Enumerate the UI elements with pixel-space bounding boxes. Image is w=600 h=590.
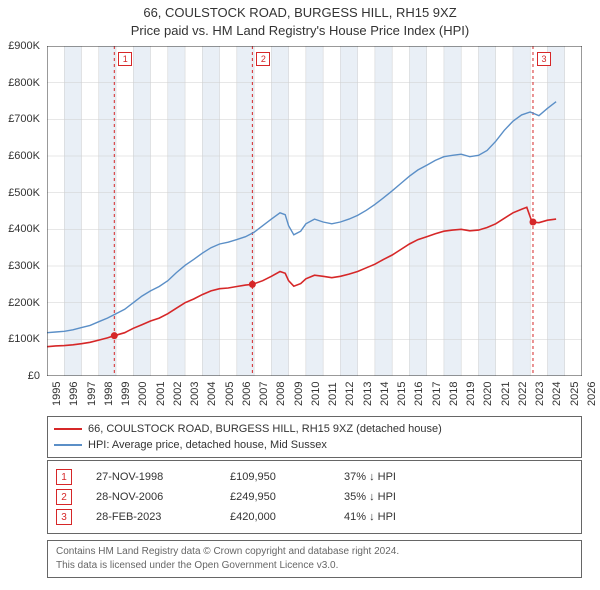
- x-axis-labels: 1995 1996 1997 1998 1999 2000 2001 2002 2003 2004…: [47, 378, 582, 410]
- x-tick-label: 2016: [413, 382, 425, 406]
- event-price-3: £420,000: [230, 511, 320, 523]
- sale-events-box: 1 27-NOV-1998 £109,950 37% ↓ HPI 2 28-NO…: [47, 460, 582, 534]
- y-tick-label: £600K: [8, 150, 40, 162]
- x-tick-label: 1999: [120, 382, 132, 406]
- sale-marker-label: 2: [256, 52, 270, 66]
- chart-title-block: 66, COULSTOCK ROAD, BURGESS HILL, RH15 9…: [0, 0, 600, 42]
- event-price-1: £109,950: [230, 471, 320, 483]
- attribution-box: Contains HM Land Registry data © Crown c…: [47, 540, 582, 578]
- x-tick-label: 2002: [172, 382, 184, 406]
- x-tick-label: 2003: [189, 382, 201, 406]
- y-tick-label: £400K: [8, 223, 40, 235]
- event-num-2: 2: [56, 489, 72, 505]
- x-tick-label: 2010: [310, 382, 322, 406]
- x-tick-label: 1996: [68, 382, 80, 406]
- y-tick-label: £100K: [8, 333, 40, 345]
- event-date-2: 28-NOV-2006: [96, 491, 206, 503]
- chart-svg: [47, 46, 582, 376]
- legend-row-hpi: HPI: Average price, detached house, Mid …: [54, 437, 575, 453]
- event-row-1: 1 27-NOV-1998 £109,950 37% ↓ HPI: [56, 467, 573, 487]
- x-tick-label: 2017: [431, 382, 443, 406]
- legend-row-price-paid: 66, COULSTOCK ROAD, BURGESS HILL, RH15 9…: [54, 421, 575, 437]
- y-axis-labels: £0£100K£200K£300K£400K£500K£600K£700K£80…: [0, 46, 44, 376]
- legend-label-price-paid: 66, COULSTOCK ROAD, BURGESS HILL, RH15 9…: [88, 423, 442, 435]
- y-tick-label: £200K: [8, 297, 40, 309]
- x-tick-label: 2015: [396, 382, 408, 406]
- event-num-1: 1: [56, 469, 72, 485]
- x-tick-label: 2023: [534, 382, 546, 406]
- event-delta-1: 37% ↓ HPI: [344, 471, 396, 483]
- event-row-2: 2 28-NOV-2006 £249,950 35% ↓ HPI: [56, 487, 573, 507]
- attribution-line-1: Contains HM Land Registry data © Crown c…: [56, 545, 573, 559]
- x-tick-label: 2026: [586, 382, 598, 406]
- event-delta-3: 41% ↓ HPI: [344, 511, 396, 523]
- event-price-2: £249,950: [230, 491, 320, 503]
- x-tick-label: 2025: [569, 382, 581, 406]
- attribution-line-2: This data is licensed under the Open Gov…: [56, 559, 573, 573]
- event-num-3: 3: [56, 509, 72, 525]
- x-tick-label: 2009: [293, 382, 305, 406]
- x-tick-label: 2001: [155, 382, 167, 406]
- x-tick-label: 2024: [551, 382, 563, 406]
- x-tick-label: 2014: [379, 382, 391, 406]
- x-tick-label: 2013: [362, 382, 374, 406]
- event-row-3: 3 28-FEB-2023 £420,000 41% ↓ HPI: [56, 507, 573, 527]
- x-tick-label: 2007: [258, 382, 270, 406]
- x-tick-label: 2008: [275, 382, 287, 406]
- event-date-3: 28-FEB-2023: [96, 511, 206, 523]
- x-tick-label: 2022: [517, 382, 529, 406]
- y-tick-label: £700K: [8, 113, 40, 125]
- y-tick-label: £800K: [8, 77, 40, 89]
- legend-swatch-price-paid: [54, 428, 82, 430]
- x-tick-label: 2006: [241, 382, 253, 406]
- x-tick-label: 1998: [103, 382, 115, 406]
- x-tick-label: 1997: [86, 382, 98, 406]
- x-tick-label: 2005: [224, 382, 236, 406]
- y-tick-label: £0: [28, 370, 40, 382]
- x-tick-label: 2012: [344, 382, 356, 406]
- sale-marker-label: 1: [118, 52, 132, 66]
- y-tick-label: £500K: [8, 187, 40, 199]
- legend-swatch-hpi: [54, 444, 82, 446]
- y-tick-label: £900K: [8, 40, 40, 52]
- event-delta-2: 35% ↓ HPI: [344, 491, 396, 503]
- x-tick-label: 2021: [500, 382, 512, 406]
- sale-marker-label: 3: [537, 52, 551, 66]
- legend-label-hpi: HPI: Average price, detached house, Mid …: [88, 439, 327, 451]
- title-line-2: Price paid vs. HM Land Registry's House …: [0, 22, 600, 40]
- legend-box: 66, COULSTOCK ROAD, BURGESS HILL, RH15 9…: [47, 416, 582, 458]
- x-tick-label: 1995: [51, 382, 63, 406]
- event-date-1: 27-NOV-1998: [96, 471, 206, 483]
- y-tick-label: £300K: [8, 260, 40, 272]
- title-line-1: 66, COULSTOCK ROAD, BURGESS HILL, RH15 9…: [0, 4, 600, 22]
- x-tick-label: 2020: [482, 382, 494, 406]
- chart-plot-area: 1 2 3: [47, 46, 582, 376]
- x-tick-label: 2018: [448, 382, 460, 406]
- x-tick-label: 2004: [206, 382, 218, 406]
- x-tick-label: 2011: [327, 382, 339, 406]
- x-tick-label: 2019: [465, 382, 477, 406]
- x-tick-label: 2000: [137, 382, 149, 406]
